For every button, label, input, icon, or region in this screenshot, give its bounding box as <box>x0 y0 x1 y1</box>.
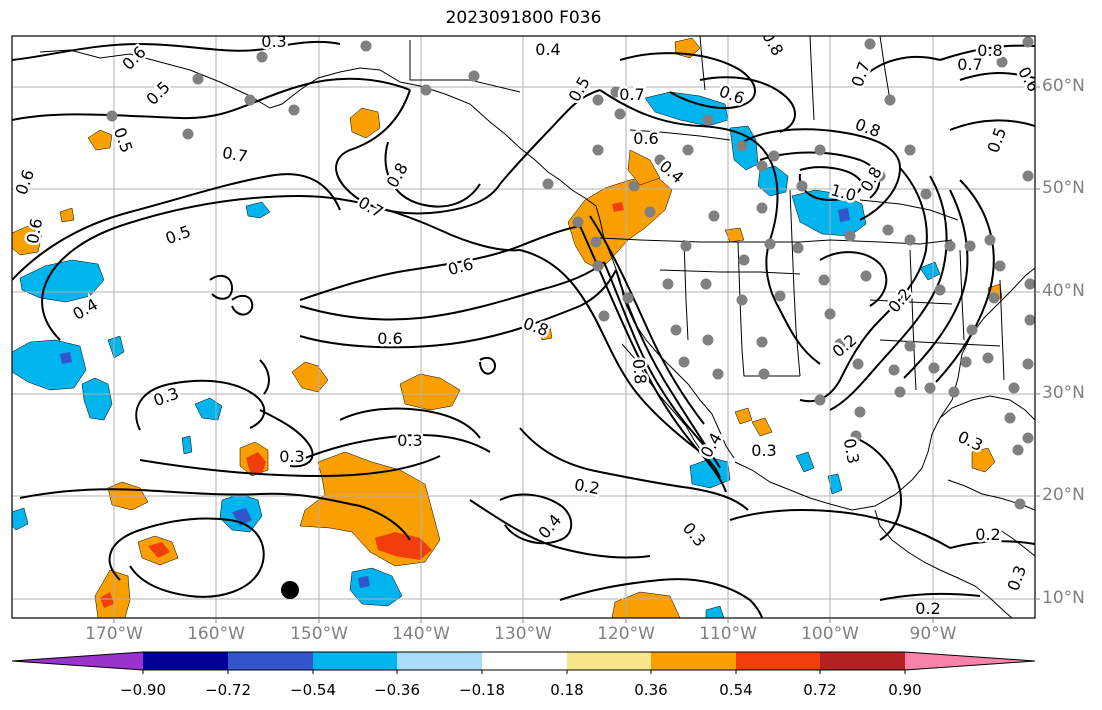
colorbar-segment <box>313 652 397 670</box>
colorbar-segment <box>143 652 228 670</box>
contour-label: 0.3 <box>751 441 776 460</box>
lat-label-10n: 10°N <box>1042 588 1085 608</box>
storm-center-marker <box>281 581 299 599</box>
colorbar-tick-label: 0.54 <box>719 681 753 699</box>
lat-label-50n: 50°N <box>1042 178 1085 198</box>
colorbar <box>11 651 1036 674</box>
station-dots <box>106 36 1035 510</box>
colorbar-tick-label: 0.18 <box>550 681 584 699</box>
lon-label-100w: 100°W <box>801 624 859 644</box>
lon-label-150w: 150°W <box>290 624 348 644</box>
contour-label: 0.7 <box>957 55 982 74</box>
colorbar-tick-label: 0.36 <box>634 681 668 699</box>
colorbar-tick-label: 0.72 <box>803 681 837 699</box>
colorbar-segment <box>651 652 736 670</box>
map-title: 2023091800 F036 <box>445 8 602 28</box>
axis-ticks <box>113 86 1040 623</box>
colorbar-segment <box>397 652 482 670</box>
contour-label: 0.4 <box>535 40 560 59</box>
lon-label-140w: 140°W <box>392 624 450 644</box>
colorbar-segment <box>567 652 651 670</box>
lon-label-90w: 90°W <box>909 624 957 644</box>
colorbar-tick-label: 0.90 <box>888 681 922 699</box>
lon-label-160w: 160°W <box>187 624 245 644</box>
colorbar-tick-label: −0.18 <box>459 681 505 699</box>
contour-label: 0.3 <box>279 447 304 466</box>
contour-label: 0.2 <box>915 599 940 618</box>
colorbar-tick-label: −0.72 <box>205 681 251 699</box>
contour-label: 0.3 <box>397 431 422 450</box>
contour-label: 0.3 <box>261 32 286 51</box>
colorbar-tick-label: −0.90 <box>120 681 166 699</box>
strong-positive-fills <box>100 202 624 608</box>
colorbar-segment <box>482 652 567 670</box>
contour-label: 0.6 <box>377 329 402 348</box>
colorbar-segment <box>736 652 820 670</box>
lon-label-110w: 110°W <box>699 624 757 644</box>
lon-label-170w: 170°W <box>85 624 143 644</box>
colorbar-extend-low <box>12 652 143 670</box>
strong-negative-fills <box>60 208 850 588</box>
colorbar-segment <box>228 652 313 670</box>
contour-label: 0.8 <box>629 358 650 385</box>
contour-label: 0.2 <box>975 525 1000 544</box>
lat-label-60n: 60°N <box>1042 76 1085 96</box>
contour-label: 0.7 <box>619 85 644 104</box>
lon-label-130w: 130°W <box>494 624 552 644</box>
colorbar-segment <box>820 652 905 670</box>
lat-label-40n: 40°N <box>1042 281 1085 301</box>
lat-label-20n: 20°N <box>1042 485 1085 505</box>
colorbar-extend-high <box>905 652 1035 670</box>
contour-label: 0.6 <box>633 129 658 148</box>
colorbar-tick-label: −0.36 <box>374 681 420 699</box>
lat-label-30n: 30°N <box>1042 383 1085 403</box>
lon-label-120w: 120°W <box>597 624 655 644</box>
colorbar-tick-label: −0.54 <box>290 681 336 699</box>
contour-label: 0.8 <box>977 41 1002 60</box>
contour-lines <box>12 40 1035 618</box>
